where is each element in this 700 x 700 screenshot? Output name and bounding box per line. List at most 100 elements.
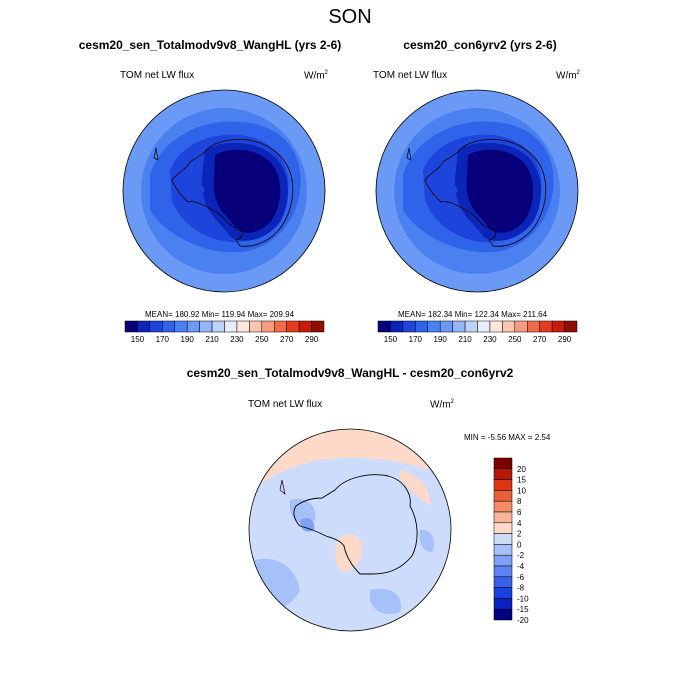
colorbar-3-tick-label: 15: [517, 476, 526, 485]
colorbar-2-box: [402, 320, 416, 333]
colorbar-1-box: [211, 320, 225, 333]
colorbar-2-box: [514, 320, 528, 333]
colorbar-1-box: [249, 320, 263, 333]
polar-map-1: [123, 90, 325, 292]
colorbar-2-box: [502, 320, 516, 333]
panel-1-units: W/m2: [304, 70, 328, 82]
panel-3-stats: MIN = -5.56 MAX = 2.54: [464, 433, 551, 442]
colorbar-1-tick-label: 210: [205, 335, 219, 344]
colorbar-3-tick-label: 6: [517, 508, 522, 517]
colorbar-1-box: [261, 320, 275, 333]
colorbar-3-tick-label: -10: [517, 594, 529, 603]
colorbar-1-box: [298, 320, 312, 333]
panel-2-units: W/m2: [556, 70, 580, 82]
panel-2-stats: MEAN= 182.34 Min= 122.34 Max= 211.64: [398, 310, 548, 319]
colorbar-1-tick-label: 290: [305, 335, 319, 344]
panel-3-units: W/m2: [430, 399, 454, 411]
colorbar-2-box: [452, 320, 466, 333]
colorbar-3-box: [493, 500, 513, 513]
colorbar-3-box: [493, 511, 513, 524]
colorbar-2: 150 170 190 210 230 250 270 290: [377, 320, 578, 344]
panel-1-variable: TOM net LW flux: [120, 70, 195, 81]
coastline-3: [279, 474, 418, 575]
colorbar-2-box: [415, 320, 428, 333]
colorbar-3-tick-label: 10: [517, 486, 526, 495]
colorbar-3-box: [493, 468, 513, 480]
colorbar-2-box: [439, 320, 453, 333]
colorbar-2-box: [464, 320, 478, 333]
colorbar-1-box: [311, 320, 325, 333]
colorbar-2-box: [539, 320, 553, 333]
colorbar-1-box: [137, 320, 151, 333]
polar-map-3: [249, 429, 451, 631]
colorbar-2-box: [477, 320, 491, 333]
colorbar-3-box: [493, 522, 513, 534]
colorbar-2-tick-label: 230: [483, 335, 497, 344]
colorbar-2-box: [489, 320, 503, 333]
colorbar-3-box: [493, 598, 513, 610]
polar-map-2: [376, 90, 578, 292]
panel-1-stats: MEAN= 180.92 Min= 119.94 Max= 209.94: [145, 310, 295, 319]
panel-1-title: cesm20_sen_Totalmodv9v8_WangHL (yrs 2-6): [78, 38, 342, 52]
colorbar-3-tick-label: 0: [517, 540, 522, 549]
colorbar-3-box: [493, 565, 513, 578]
panel-3-variable: TOM net LW flux: [248, 399, 323, 410]
panel-2-title: cesm20_con6yrv2 (yrs 2-6): [403, 38, 557, 52]
colorbar-2-tick-label: 250: [508, 335, 522, 344]
colorbar-2-box: [551, 320, 565, 333]
colorbar-1-box: [186, 320, 200, 333]
colorbar-1-tick-label: 170: [156, 335, 170, 344]
colorbar-3-tick-label: 2: [517, 530, 522, 539]
colorbar-2-tick-label: 290: [558, 335, 572, 344]
colorbar-3-tick-label: -15: [517, 605, 529, 614]
colorbar-1-box: [274, 320, 287, 333]
map-1-border: [122, 89, 326, 293]
colorbar-2-box: [564, 320, 578, 333]
colorbar-2-tick-label: 170: [409, 335, 423, 344]
map-3-border: [248, 428, 452, 632]
figure-title: SON: [328, 6, 372, 28]
colorbar-2-tick-label: 150: [384, 335, 398, 344]
colorbar-3-box: [493, 479, 513, 491]
colorbar-1-tick-label: 150: [131, 335, 145, 344]
panel-3-title: cesm20_sen_Totalmodv9v8_WangHL - cesm20_…: [186, 366, 514, 380]
colorbar-2-tick-label: 190: [434, 335, 448, 344]
colorbar-1-box: [174, 320, 188, 333]
colorbar-3-tick-label: -20: [517, 616, 529, 625]
colorbar-3-tick-label: 8: [517, 497, 522, 506]
coastline-2: [406, 139, 547, 247]
colorbar-1-box: [149, 320, 163, 333]
colorbar-3-box: [493, 608, 513, 621]
colorbar-3-box: [493, 457, 513, 470]
colorbar-3-tick-label: -8: [517, 584, 525, 593]
colorbar-1-box: [286, 320, 300, 333]
colorbar-1-tick-label: 190: [181, 335, 195, 344]
panel-2-variable: TOM net LW flux: [373, 70, 448, 81]
colorbar-3-box: [493, 587, 513, 599]
colorbar-2-box: [377, 320, 391, 333]
colorbar-3-tick-label: -6: [517, 573, 525, 582]
colorbar-2-tick-label: 210: [458, 335, 472, 344]
colorbar-2-tick-label: 270: [533, 335, 547, 344]
colorbar-1-box: [224, 320, 238, 333]
colorbar-3-box: [493, 490, 513, 502]
colorbar-1-tick-label: 230: [230, 335, 244, 344]
colorbar-1-box: [162, 320, 175, 333]
colorbar-1-box: [124, 320, 138, 333]
colorbar-2-box: [390, 320, 404, 333]
map-2-border: [375, 89, 579, 293]
colorbar-2-box: [427, 320, 441, 333]
colorbar-3-tick-label: -4: [517, 562, 525, 571]
colorbar-3-box: [493, 544, 513, 556]
colorbar-3-box: [493, 576, 513, 588]
colorbar-3-box: [493, 533, 513, 545]
colorbar-3-tick-label: 4: [517, 519, 522, 528]
coastline-1: [153, 139, 294, 247]
colorbar-1: 150 170 190 210 230 250 270 290: [124, 320, 325, 344]
colorbar-1-box: [236, 320, 250, 333]
colorbar-2-box: [527, 320, 540, 333]
colorbar-1-tick-label: 250: [255, 335, 269, 344]
colorbar-3-tick-label: 20: [517, 465, 526, 474]
colorbar-1-tick-label: 270: [280, 335, 294, 344]
